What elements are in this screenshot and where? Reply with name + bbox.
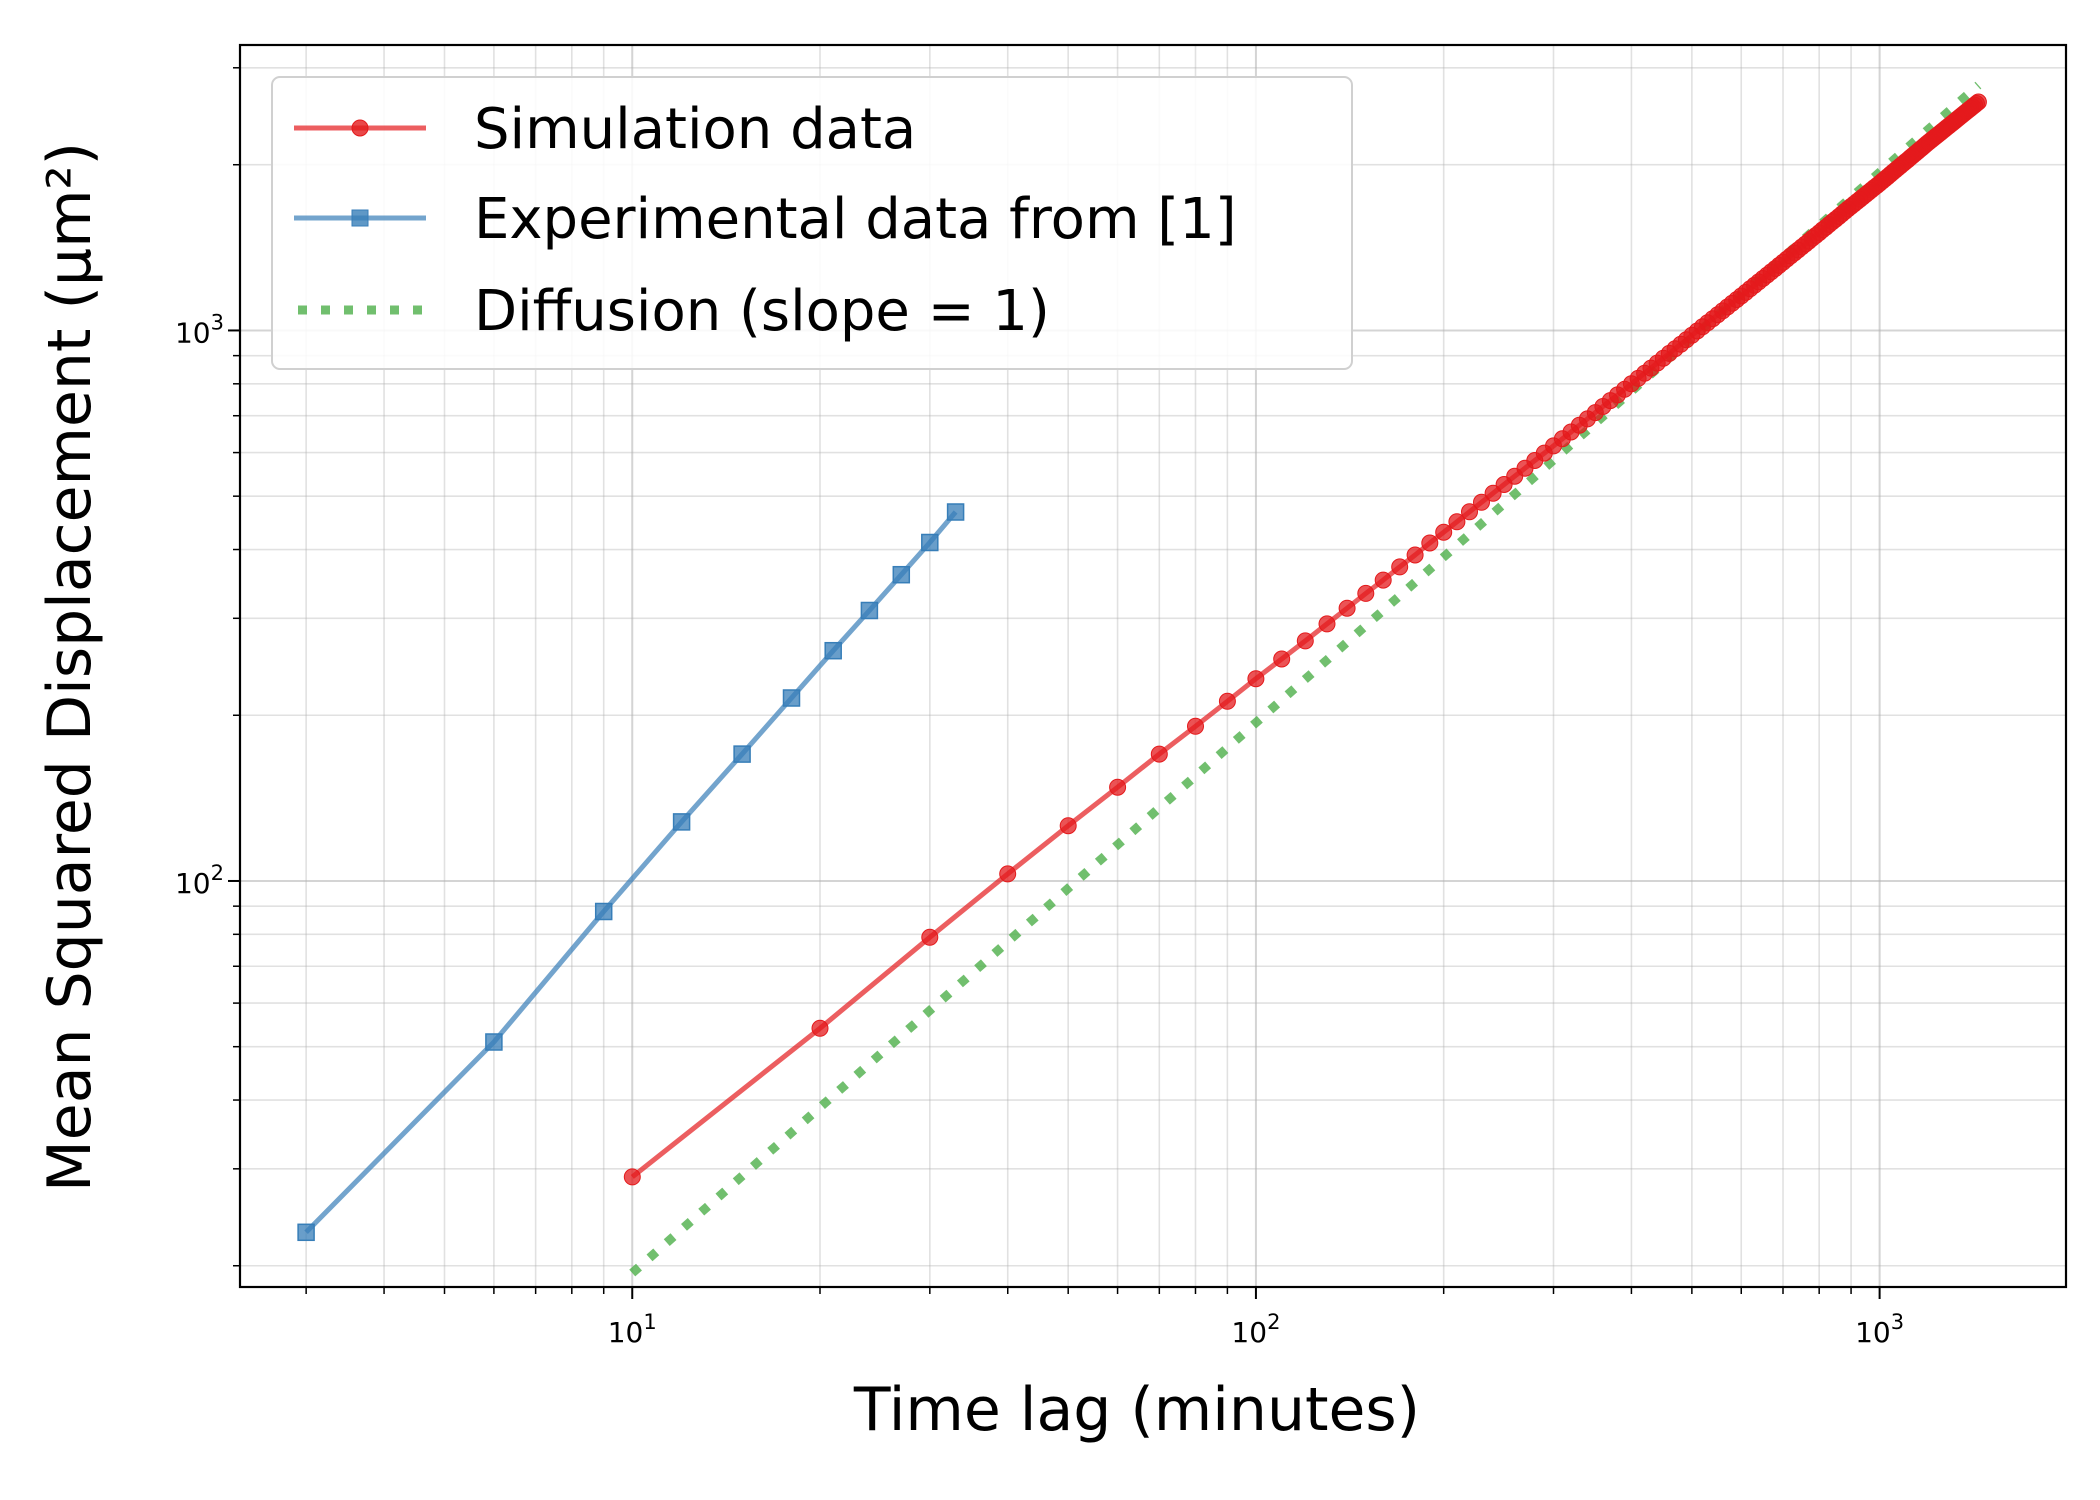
simulation-point: [1187, 717, 1204, 735]
x-axis-title: Time lag (minutes): [853, 1375, 1420, 1445]
simulation-point: [1448, 513, 1466, 531]
legend-label-simulation: Simulation data: [474, 97, 916, 162]
plot-frame: [238, 43, 2068, 1289]
simulation-point: [1109, 778, 1127, 796]
experimental-point: [782, 689, 801, 707]
experimental-point: [921, 533, 939, 552]
legend-marker-simulation: [351, 119, 369, 137]
simulation-point: [1406, 546, 1424, 564]
legend-label-experimental: Experimental data from [1]: [474, 187, 1237, 252]
simulation-point: [1318, 615, 1336, 633]
experimental-point: [485, 1033, 503, 1051]
simulation-point: [1059, 817, 1077, 835]
experimental-point: [733, 745, 751, 763]
experimental-point: [594, 902, 613, 921]
simulation-point: [1969, 93, 1987, 111]
experimental-point: [297, 1223, 315, 1242]
simulation-point: [1461, 503, 1478, 521]
experimental-point: [946, 503, 965, 521]
x-tick-label: 102: [1231, 1310, 1280, 1349]
simulation-point: [1273, 650, 1291, 668]
simulation-point: [1473, 493, 1490, 511]
simulation-point: [1421, 534, 1439, 552]
simulation-point: [1357, 584, 1375, 602]
simulation-point: [921, 928, 939, 946]
y-axis-title: Mean Squared Displacement (µm²): [35, 142, 105, 1192]
x-tick-label: 101: [608, 1310, 657, 1349]
simulation-point: [1296, 632, 1314, 650]
simulation-point: [1374, 571, 1392, 589]
simulation-point: [1247, 670, 1265, 688]
experimental-point: [860, 601, 879, 620]
axis-ticks: 101 102 103 102 103: [175, 67, 1904, 1349]
simulation-point: [1338, 599, 1356, 617]
legend-box: [271, 76, 1353, 370]
legend-label-diffusion: Diffusion (slope = 1): [474, 279, 1050, 344]
simulation-point: [999, 865, 1017, 883]
legend: Simulation data Experimental data from […: [271, 76, 1353, 370]
simulation-point: [1391, 558, 1409, 576]
simulation-point: [811, 1019, 829, 1037]
simulation-point: [1150, 745, 1168, 763]
experimental-point: [824, 641, 842, 660]
series-layer: [297, 81, 1987, 1277]
y-tick-label: 103: [175, 310, 224, 349]
experimental-point: [672, 813, 691, 831]
y-tick-label: 102: [175, 861, 224, 900]
legend-marker-experimental: [351, 209, 369, 227]
experimental-point: [892, 565, 911, 584]
simulation-point: [1218, 692, 1236, 710]
simulation-point: [1435, 523, 1453, 541]
x-tick-label: 103: [1855, 1310, 1904, 1349]
simulation-point: [623, 1168, 641, 1186]
